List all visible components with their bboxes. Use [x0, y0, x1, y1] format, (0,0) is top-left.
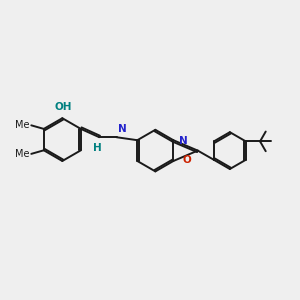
- Text: H: H: [92, 142, 101, 153]
- Text: Me: Me: [15, 120, 30, 130]
- Text: N: N: [179, 136, 188, 146]
- Text: Me: Me: [15, 149, 30, 160]
- Text: N: N: [118, 124, 127, 134]
- Text: O: O: [182, 155, 191, 165]
- Text: OH: OH: [54, 102, 72, 112]
